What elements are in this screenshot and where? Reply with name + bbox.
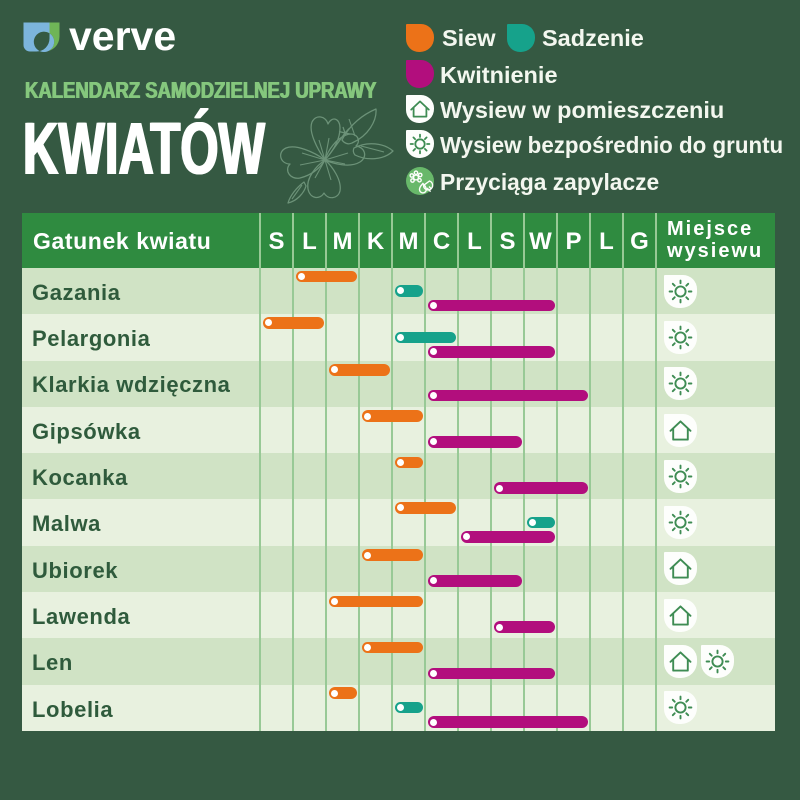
svg-text:KALENDARZ SAMODZIELNEJ UPRAWY: KALENDARZ SAMODZIELNEJ UPRAWY <box>25 78 377 103</box>
svg-text:verve: verve <box>69 13 176 59</box>
svg-text:KWIATÓW: KWIATÓW <box>23 108 265 190</box>
